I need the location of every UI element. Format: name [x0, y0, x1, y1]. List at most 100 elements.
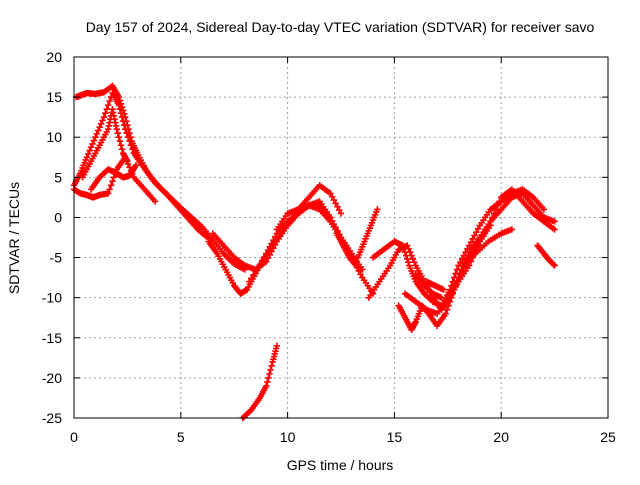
data-point [540, 206, 548, 213]
data-point [443, 306, 451, 313]
data-point [119, 117, 127, 125]
data-point [471, 232, 478, 239]
data-point [469, 235, 476, 243]
data-point [457, 271, 464, 278]
data-point [100, 113, 108, 121]
data-point [508, 226, 516, 233]
series-arc-8 [245, 202, 366, 285]
x-tick-label: 25 [600, 429, 616, 445]
data-point [265, 248, 272, 255]
data-point [449, 284, 457, 291]
data-point [106, 97, 113, 105]
y-tick-label: 15 [46, 89, 62, 105]
data-point [122, 126, 129, 133]
y-tick-labels: -25 -20 -15 -10 -5 0 5 10 15 20 [42, 49, 62, 426]
y-tick-label: -15 [42, 330, 62, 346]
series-arc-16 [401, 222, 494, 317]
data-point [106, 186, 113, 193]
data-point [327, 190, 334, 197]
data-point [451, 281, 459, 288]
data-point [374, 206, 381, 213]
data-point [117, 142, 125, 149]
series-arc-3 [79, 105, 131, 181]
x-tick-label: 10 [280, 429, 296, 445]
data-point [442, 310, 449, 317]
data-point [89, 140, 96, 148]
data-point [551, 262, 558, 269]
data-point [458, 267, 466, 275]
axis-ticks [73, 56, 609, 419]
series-arc-9 [273, 202, 334, 233]
series-arc-12 [239, 342, 281, 422]
x-tick-label: 20 [493, 429, 509, 445]
data-point [267, 244, 274, 252]
data-point [124, 160, 132, 168]
series-arc-14 [369, 186, 548, 309]
data-point [328, 193, 336, 200]
data-point [118, 113, 126, 121]
data-point [113, 126, 120, 133]
y-tick-label: 20 [46, 49, 62, 65]
data-point [123, 157, 130, 164]
data-point [409, 255, 417, 263]
data-point [266, 370, 273, 378]
data-point [116, 138, 124, 145]
data-point [399, 242, 407, 249]
data-point [448, 287, 455, 295]
data-series [70, 82, 558, 422]
data-point [445, 302, 452, 309]
data-point [117, 109, 125, 117]
data-point [458, 255, 466, 263]
y-axis-title: SDTVAR / TECUs [6, 182, 22, 294]
y-tick-label: -5 [50, 250, 63, 266]
data-point [444, 294, 451, 301]
data-point [268, 362, 275, 370]
y-tick-label: -20 [42, 370, 62, 386]
y-tick-label: 5 [54, 169, 62, 185]
data-point [438, 294, 445, 301]
data-point [115, 134, 123, 141]
data-point [92, 134, 99, 141]
data-point [264, 378, 271, 386]
data-point [551, 226, 558, 233]
data-point [109, 178, 116, 185]
data-point [357, 271, 364, 278]
data-point [99, 117, 106, 124]
data-point [129, 146, 136, 153]
data-point [254, 265, 261, 272]
y-tick-label: 0 [54, 209, 62, 225]
data-point [120, 121, 128, 129]
data-point [455, 274, 462, 281]
data-point [127, 167, 135, 174]
data-point [248, 275, 255, 282]
x-tick-label: 0 [70, 429, 78, 445]
data-point [122, 154, 129, 161]
data-point [487, 222, 494, 229]
data-point [473, 228, 480, 236]
data-point [332, 200, 339, 207]
data-point [129, 170, 136, 178]
series-arc-2 [70, 89, 249, 273]
plot-frame [73, 56, 609, 419]
data-point [115, 101, 123, 109]
data-point [446, 298, 454, 305]
data-point [446, 291, 453, 298]
y-tick-label: -25 [42, 410, 62, 426]
series-arc-5 [70, 154, 159, 205]
data-point [401, 249, 409, 256]
data-point [263, 251, 270, 259]
data-point [359, 266, 366, 273]
series-arc-11 [354, 206, 381, 261]
data-point [103, 105, 110, 113]
data-point [256, 261, 264, 269]
series-arc-4 [87, 162, 140, 193]
data-point [408, 252, 415, 259]
data-point [267, 366, 274, 374]
data-point [402, 252, 410, 259]
x-axis-title: GPS time / hours [287, 457, 394, 473]
data-point [260, 255, 268, 262]
data-point [467, 238, 475, 246]
data-point [83, 154, 91, 161]
data-point [551, 218, 558, 225]
